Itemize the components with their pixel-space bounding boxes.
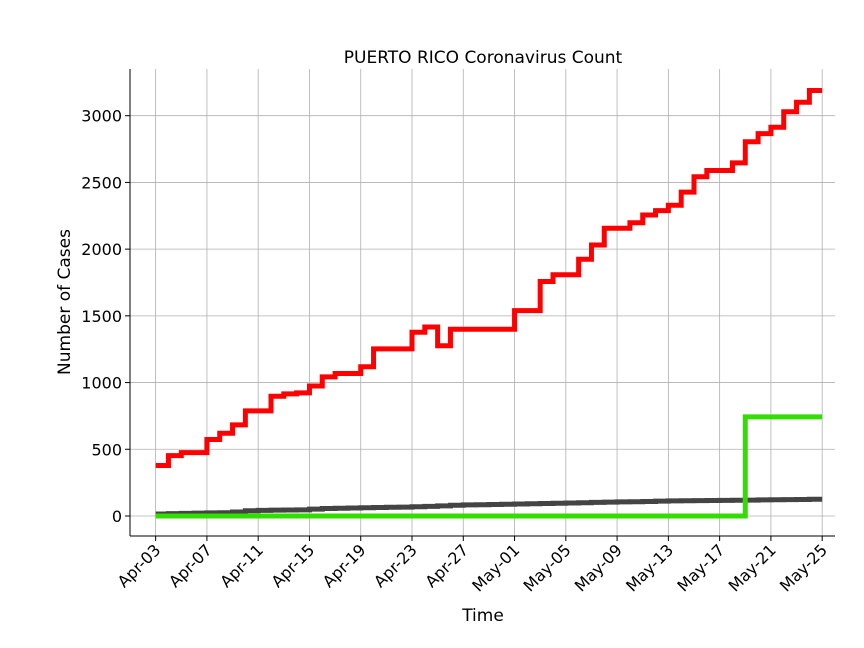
x-axis-label: Time: [461, 606, 504, 626]
y-tick-label: 1500: [81, 307, 122, 326]
chart-title: PUERTO RICO Coronavirus Count: [344, 48, 623, 68]
series-layer: [155, 87, 823, 519]
y-tick-label: 0: [112, 507, 122, 526]
x-tick-label: May-25: [776, 540, 831, 595]
y-tick-label: 500: [91, 440, 122, 459]
x-tick-label: Apr-11: [216, 540, 267, 591]
y-tick-label: 2500: [81, 173, 122, 192]
series-line: [155, 496, 823, 517]
x-tick-label: May-17: [673, 540, 728, 595]
y-axis-label: Number of Cases: [55, 229, 75, 375]
axes: [129, 69, 835, 537]
series-line: [155, 87, 823, 469]
grid: [130, 69, 835, 536]
x-tick-label: May-05: [520, 540, 575, 595]
y-tick-label: 3000: [81, 107, 122, 126]
x-tick-label: May-09: [571, 540, 626, 595]
x-tick-label: Apr-07: [165, 540, 216, 591]
x-tick-label: Apr-23: [370, 540, 421, 591]
x-tick-label: Apr-27: [421, 540, 472, 591]
series-line: [155, 414, 823, 519]
y-tick-label: 2000: [81, 240, 122, 259]
y-tick-label: 1000: [81, 374, 122, 393]
x-tick-label: Apr-03: [114, 540, 165, 591]
x-tick-label: May-21: [725, 540, 780, 595]
x-tick-label: May-01: [468, 540, 523, 595]
x-tick-label: Apr-19: [319, 540, 370, 591]
x-tick-label: May-13: [622, 540, 677, 595]
x-tick-label: Apr-15: [268, 540, 319, 591]
